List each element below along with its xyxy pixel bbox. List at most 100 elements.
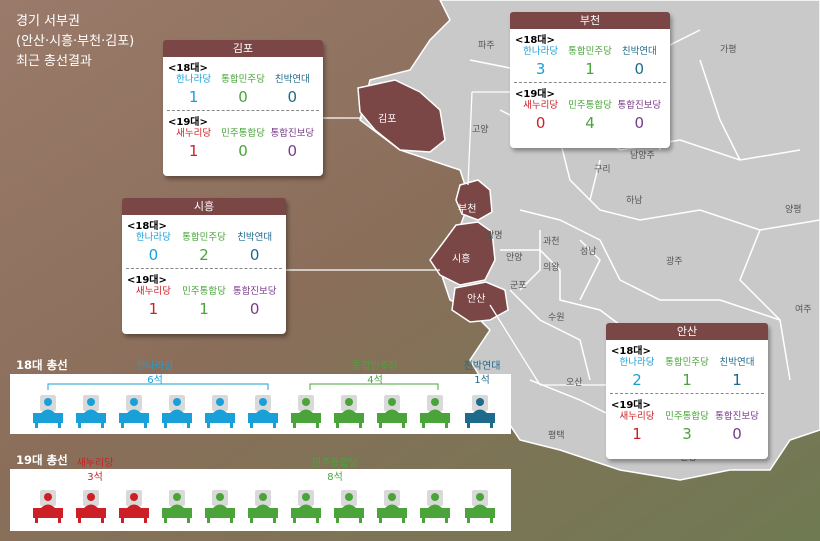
map-label-seongnam: 성남 [580, 247, 597, 257]
map-label-goyang: 고양 [472, 125, 489, 135]
seat-count: 1 [585, 60, 595, 78]
seat-icon [117, 488, 151, 524]
party-name: 민주통합당 [665, 411, 709, 422]
map-label-suwon: 수원 [548, 313, 565, 323]
map-label-gwacheon: 과천 [543, 237, 560, 247]
seat-icon [463, 488, 497, 524]
term-19-label: <19대> [168, 117, 208, 128]
district-label-gimpo: 김포 [378, 114, 397, 125]
result-box-siheung: 시흥 <18대> 한나라당 통합민주당 친박연대 0 2 0 <19대> 새누리당 민주통… [122, 198, 286, 334]
group-hannara: 한나라당 6석 [110, 360, 200, 388]
seat-count: 3 [682, 425, 692, 443]
group-seats: 6석 [147, 375, 163, 386]
seat-count: 1 [682, 371, 692, 389]
seat-icon [289, 393, 323, 429]
map-label-gwangju: 광주 [666, 257, 683, 267]
map-label-namyangju: 남양주 [630, 151, 655, 161]
seat-icon [418, 393, 452, 429]
seat-icon [31, 488, 65, 524]
party-name: 통합민주당 [221, 74, 265, 85]
divider [514, 82, 666, 83]
party-name: 한나라당 [176, 74, 212, 85]
party-name: 통합진보당 [270, 128, 315, 139]
divider [167, 110, 319, 111]
box-title: 안산 [606, 323, 768, 340]
seat-count: 1 [188, 88, 199, 106]
group-seats: 8석 [327, 472, 343, 483]
seat-icon [74, 393, 108, 429]
party-name: 통합진보당 [715, 411, 759, 422]
map-label-gapyeong: 가평 [720, 45, 737, 55]
seat-count: 2 [632, 371, 642, 389]
seat-icon [246, 488, 280, 524]
seat-count: 1 [732, 371, 742, 389]
map-label-osan: 오산 [566, 378, 583, 388]
seat-icon [160, 488, 194, 524]
seat-count: 1 [199, 300, 209, 318]
group-seats: 1석 [474, 375, 490, 386]
map-label-gwangmyeong: 광명 [486, 231, 503, 241]
seat-count: 1 [632, 425, 642, 443]
map-label-yeoju: 여주 [795, 305, 812, 315]
panel-18-label: 18대 총선 [16, 358, 68, 372]
party-name: 친박연대 [621, 46, 657, 57]
term-18-label: <18대> [515, 35, 555, 46]
party-name: 친박연대 [719, 357, 755, 368]
group-name: 한나라당 [136, 361, 174, 372]
seat-count: 4 [585, 114, 595, 132]
party-name: 통합민주당 [182, 232, 226, 243]
party-name: 새누리당 [619, 411, 655, 422]
seat-icon [246, 393, 280, 429]
group-seats: 3석 [87, 472, 103, 483]
title-line-2: (안산·시흥·부천·김포) [16, 34, 135, 49]
party-name: 통합민주당 [568, 46, 612, 57]
seat-icon [31, 393, 65, 429]
divider [610, 393, 764, 394]
district-label-bucheon: 부천 [458, 204, 477, 215]
map-label-anyang: 안양 [506, 253, 523, 263]
party-name: 통합진보당 [617, 100, 662, 111]
seat-icon [203, 393, 237, 429]
term-18-label: <18대> [611, 346, 651, 357]
party-name: 민주통합당 [568, 100, 612, 111]
seat-count: 0 [634, 60, 645, 78]
seat-count: 0 [238, 88, 248, 106]
title-line-3: 최근 총선결과 [16, 54, 92, 69]
seat-icon [117, 393, 151, 429]
party-name: 민주통합당 [221, 128, 265, 139]
group-name: 통합민주당 [352, 361, 398, 372]
seat-count: 0 [535, 114, 546, 132]
group-tonghap: 통합민주당 4석 [330, 360, 420, 388]
party-name: 새누리당 [523, 100, 559, 111]
term-18-label: <18대> [127, 221, 167, 232]
party-name: 통합민주당 [665, 357, 709, 368]
panel-19-label: 19대 총선 [16, 453, 68, 467]
map-label-paju: 파주 [478, 41, 495, 51]
seat-icon [418, 488, 452, 524]
term-18-label: <18대> [168, 63, 208, 74]
seat-icon [160, 393, 194, 429]
seat-count: 2 [199, 246, 209, 264]
seat-icon [332, 488, 366, 524]
group-name: 새누리당 [76, 458, 114, 469]
map-label-yangpyeong: 양평 [785, 205, 802, 215]
term-19-label: <19대> [515, 89, 555, 100]
title-line-1: 경기 서부권 [16, 14, 80, 29]
group-minju: 민주통합당 8석 [290, 457, 380, 485]
district-label-siheung: 시흥 [452, 254, 471, 265]
seat-icon [375, 393, 409, 429]
seat-icon [74, 488, 108, 524]
party-name: 통합진보당 [232, 286, 277, 297]
map-label-gunpo: 군포 [510, 281, 527, 291]
group-seats: 4석 [367, 375, 383, 386]
box-title: 김포 [163, 40, 323, 57]
seat-count: 0 [238, 142, 248, 160]
group-saenuri: 새누리당 3석 [60, 457, 130, 485]
result-box-gimpo: 김포 <18대> 한나라당 통합민주당 친박연대 1 0 0 <19대> 새누리당 민주통… [163, 40, 323, 176]
result-box-ansan: 안산 <18대> 한나라당 통합민주당 친박연대 2 1 1 <19대> 새누리당 민주통… [606, 323, 768, 459]
seat-count: 0 [249, 246, 260, 264]
map-label-hanam: 하남 [626, 196, 643, 206]
group-name: 민주통합당 [312, 458, 358, 469]
seat-count: 0 [732, 425, 742, 443]
term-19-label: <19대> [127, 275, 167, 286]
